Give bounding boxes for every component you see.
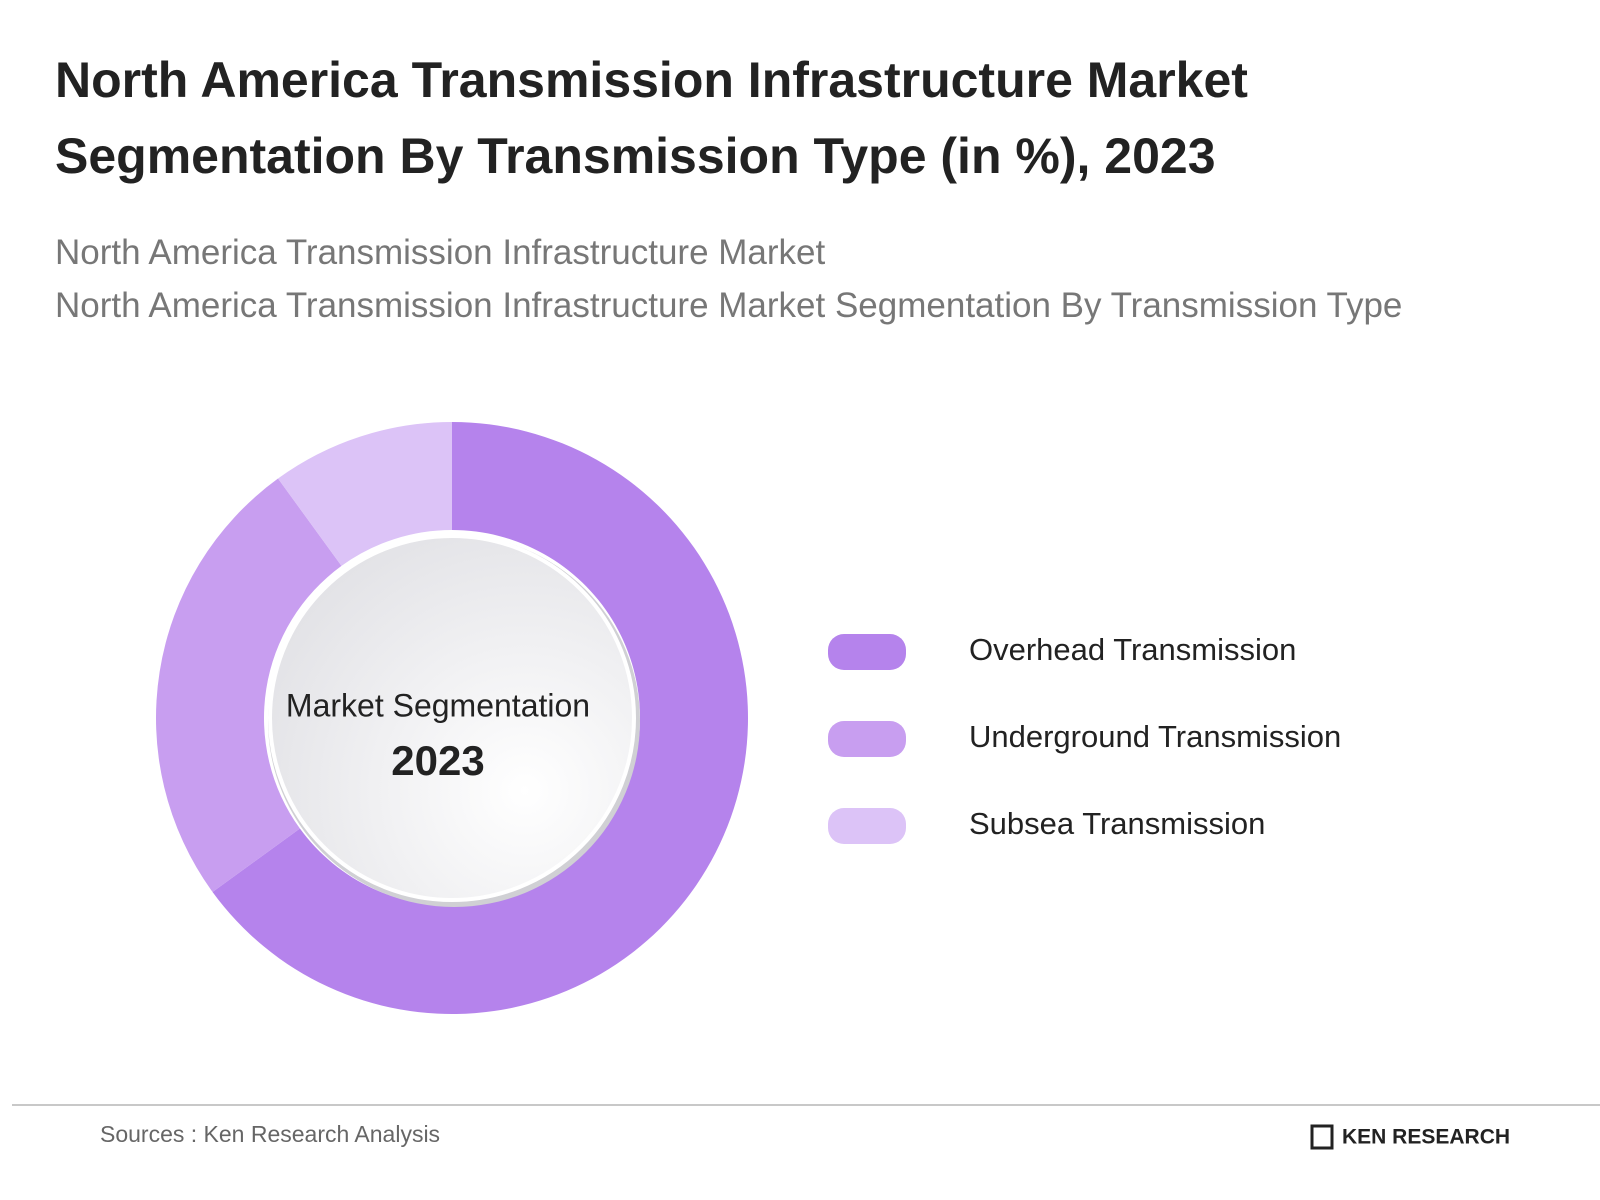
- center-circle: [268, 534, 636, 902]
- legend-label: Overhead Transmission: [969, 632, 1296, 667]
- pie-slice: [155, 478, 342, 892]
- pie-slice: [278, 422, 452, 566]
- subtitle: North America Transmission Infrastructur…: [55, 226, 1475, 332]
- source: Sources : Ken Research Analysis: [100, 1121, 440, 1147]
- chart-title: North America Transmission Infrastructur…: [55, 52, 1248, 184]
- logo-text: KEN RESEARCH: [1342, 1126, 1510, 1149]
- pie-slice: [212, 422, 749, 1015]
- logo-icon: [1310, 1124, 1334, 1150]
- subtitle-line: North America Transmission Infrastructur…: [55, 286, 1403, 325]
- legend-swatch: [828, 721, 906, 757]
- legend-label: Underground Transmission: [969, 719, 1341, 754]
- center-label: Market Segmentation: [286, 687, 590, 723]
- subtitle-line: North America Transmission Infrastructur…: [55, 233, 826, 272]
- legend-swatch: [828, 634, 906, 670]
- center-year: 2023: [391, 737, 484, 784]
- legend-swatch: [828, 808, 906, 844]
- logo: KEN RESEARCH: [1310, 1124, 1510, 1150]
- legend-label: Subsea Transmission: [969, 806, 1265, 841]
